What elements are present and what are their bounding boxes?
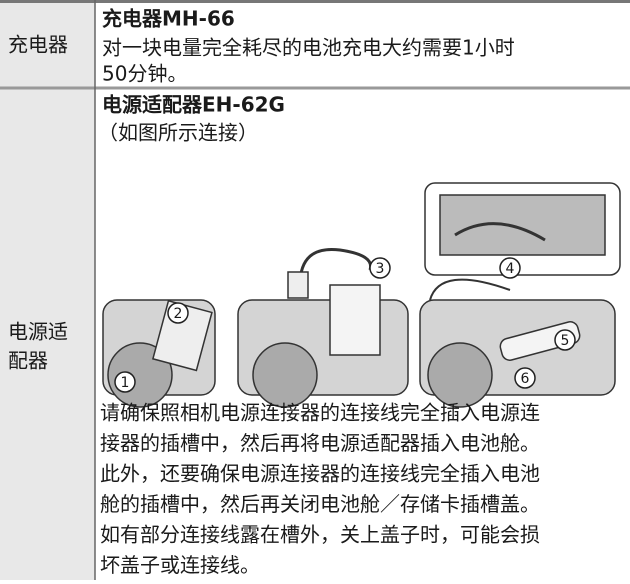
callout-circle bbox=[514, 367, 536, 389]
row-label: 电源适 bbox=[8, 320, 68, 344]
callout-number: 1 bbox=[121, 375, 130, 391]
row-text: 接器的插槽中，然后再将电源适配器插入电池舱。 bbox=[100, 431, 540, 455]
callout-circle bbox=[114, 371, 136, 393]
callout-number: 5 bbox=[561, 333, 570, 349]
row-title: 电源适配器EH-62G bbox=[102, 93, 285, 117]
callouts: 1 2 3 4 5 6 bbox=[114, 257, 576, 393]
callout-circle bbox=[554, 329, 576, 351]
callout-circle bbox=[369, 257, 391, 279]
label-column bbox=[0, 0, 95, 580]
callout-number: 3 bbox=[376, 261, 385, 277]
row-subtitle: （如图所示连接） bbox=[98, 121, 258, 145]
callout-circle bbox=[167, 302, 189, 324]
row-title: 充电器MH-66 bbox=[102, 7, 235, 31]
illustration bbox=[102, 182, 621, 408]
paragraph: 请确保照相机电源连接器的连接线完全插入电源连接器的插槽中，然后再将电源适配器插入… bbox=[100, 401, 540, 578]
row-label: 配器 bbox=[8, 349, 48, 373]
callout-number: 6 bbox=[521, 371, 530, 387]
row-text: 舱的插槽中，然后再关闭电池舱／存储卡插槽盖。 bbox=[100, 492, 540, 516]
callout-number: 4 bbox=[506, 261, 515, 277]
row-text: 坏盖子或连接线。 bbox=[100, 553, 260, 577]
row-label: 充电器 bbox=[8, 33, 68, 57]
row-text: 对一块电量完全耗尽的电池充电大约需要1小时 bbox=[102, 36, 515, 60]
row-text: 请确保照相机电源连接器的连接线完全插入电源连 bbox=[100, 401, 540, 425]
row-text: 50分钟。 bbox=[102, 62, 187, 86]
callout-number: 2 bbox=[174, 306, 183, 322]
row-text: 此外，还要确保电源连接器的连接线完全插入电池 bbox=[100, 462, 540, 486]
callout-circle bbox=[499, 257, 521, 279]
row-text: 如有部分连接线露在槽外，关上盖子时，可能会损 bbox=[100, 523, 540, 547]
